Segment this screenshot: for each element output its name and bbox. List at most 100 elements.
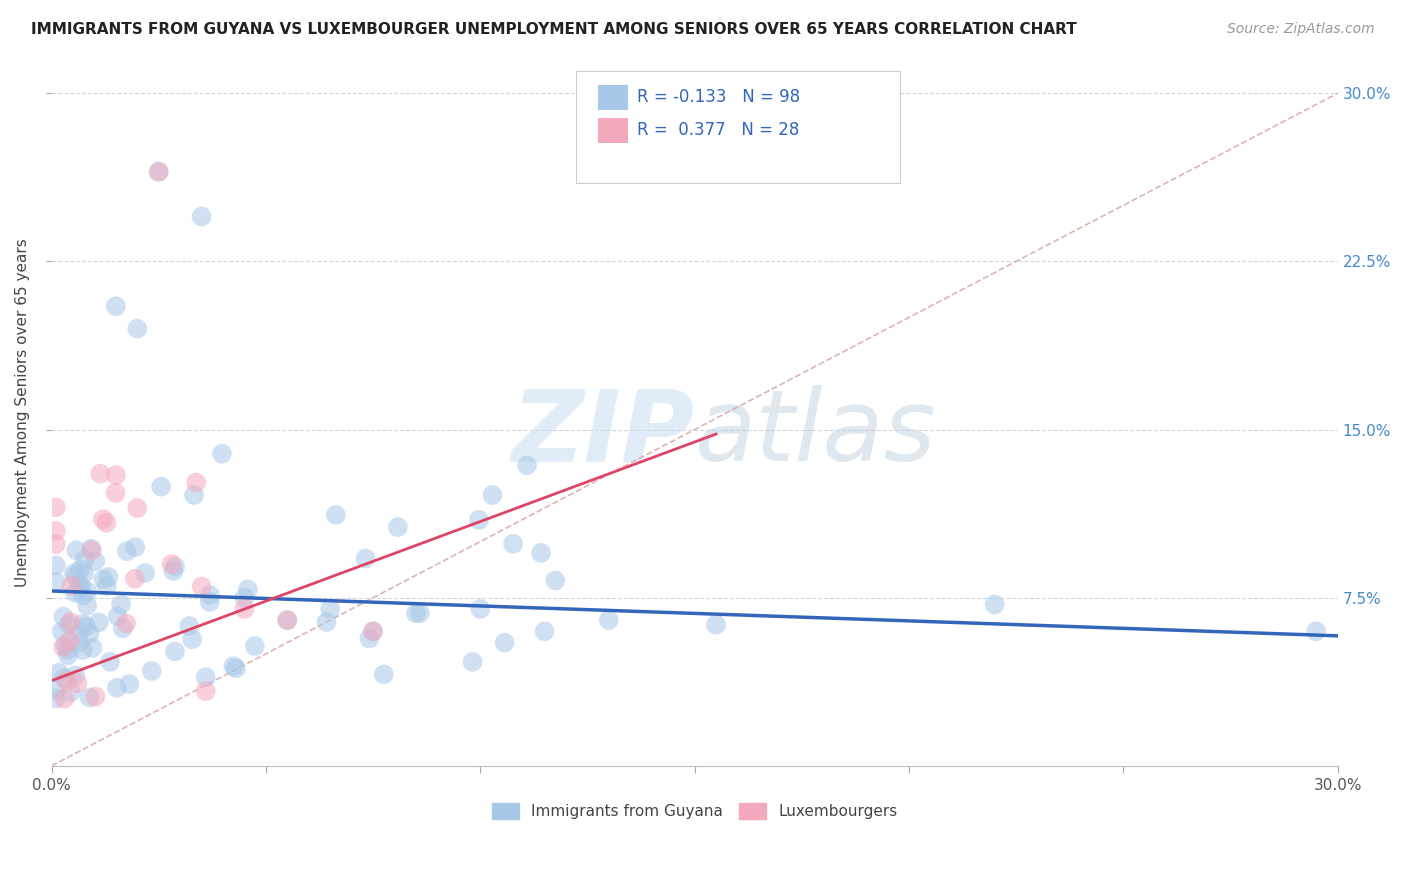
Point xyxy=(361,624,384,639)
Point xyxy=(190,580,212,594)
Point xyxy=(165,559,187,574)
Point xyxy=(45,691,67,706)
Point xyxy=(222,659,245,673)
Point xyxy=(59,633,82,648)
Point xyxy=(198,588,221,602)
Point xyxy=(55,673,77,688)
Point xyxy=(59,685,82,699)
Point xyxy=(105,681,128,695)
Point xyxy=(45,524,67,538)
Point xyxy=(354,551,377,566)
Point xyxy=(1305,624,1327,639)
Point xyxy=(148,164,170,178)
Point xyxy=(48,665,70,680)
Point xyxy=(276,613,298,627)
Point xyxy=(76,599,98,613)
Point xyxy=(148,164,170,178)
Point xyxy=(107,609,129,624)
Point xyxy=(84,554,107,568)
Point xyxy=(461,655,484,669)
Point xyxy=(315,615,337,629)
Point xyxy=(79,690,101,705)
Point xyxy=(468,513,491,527)
Point xyxy=(183,488,205,502)
Point xyxy=(104,486,127,500)
Point xyxy=(63,566,86,581)
Point xyxy=(52,609,75,624)
Point xyxy=(544,574,567,588)
Point xyxy=(52,671,75,685)
Point xyxy=(118,677,141,691)
Point xyxy=(56,643,79,657)
Point xyxy=(65,569,87,583)
Point xyxy=(127,321,149,335)
Point xyxy=(409,606,432,620)
Point xyxy=(84,690,107,704)
Point xyxy=(115,544,138,558)
Point xyxy=(516,458,538,473)
Point xyxy=(82,640,104,655)
Point xyxy=(160,557,183,571)
Point xyxy=(67,635,90,649)
Point xyxy=(79,626,101,640)
Point xyxy=(598,613,620,627)
Point xyxy=(704,617,727,632)
Point xyxy=(56,648,79,663)
Text: R =  0.377   N = 28: R = 0.377 N = 28 xyxy=(637,121,799,139)
Point xyxy=(319,602,342,616)
Point xyxy=(225,661,247,675)
Point xyxy=(359,632,381,646)
Point xyxy=(111,621,134,635)
Point xyxy=(69,577,91,591)
Point xyxy=(67,625,90,640)
Point xyxy=(45,575,67,590)
Point xyxy=(530,546,553,560)
Point xyxy=(96,579,118,593)
Point xyxy=(470,602,492,616)
Point xyxy=(91,512,114,526)
Point xyxy=(533,624,555,639)
Point xyxy=(60,579,83,593)
Text: R = -0.133   N = 98: R = -0.133 N = 98 xyxy=(637,88,800,106)
Point xyxy=(233,591,256,605)
Point xyxy=(45,537,67,551)
Point xyxy=(115,616,138,631)
Point xyxy=(405,607,427,621)
Y-axis label: Unemployment Among Seniors over 65 years: Unemployment Among Seniors over 65 years xyxy=(15,238,30,587)
Point xyxy=(91,572,114,586)
Point xyxy=(163,644,186,658)
Point xyxy=(104,468,127,483)
Point xyxy=(190,210,212,224)
Point xyxy=(72,588,94,602)
Point xyxy=(124,540,146,554)
Point xyxy=(80,541,103,556)
Point xyxy=(236,582,259,597)
Point xyxy=(481,488,503,502)
Point xyxy=(276,613,298,627)
Point xyxy=(97,570,120,584)
Point xyxy=(110,598,132,612)
Point xyxy=(51,624,73,639)
Point xyxy=(65,543,87,558)
Point xyxy=(98,655,121,669)
Point xyxy=(387,520,409,534)
Point xyxy=(243,639,266,653)
Point xyxy=(80,543,103,558)
Point xyxy=(141,664,163,678)
Point xyxy=(127,501,149,516)
Point xyxy=(73,566,96,581)
Point xyxy=(53,638,76,652)
Point xyxy=(65,668,87,682)
Point xyxy=(162,564,184,578)
Text: IMMIGRANTS FROM GUYANA VS LUXEMBOURGER UNEMPLOYMENT AMONG SENIORS OVER 65 YEARS : IMMIGRANTS FROM GUYANA VS LUXEMBOURGER U… xyxy=(31,22,1077,37)
Text: ZIP: ZIP xyxy=(512,385,695,483)
Text: atlas: atlas xyxy=(695,385,936,483)
Point xyxy=(181,632,204,647)
Point xyxy=(63,585,86,599)
Point xyxy=(194,684,217,698)
Point xyxy=(150,480,173,494)
Point xyxy=(186,475,208,490)
Point xyxy=(179,619,201,633)
Point xyxy=(502,537,524,551)
Point xyxy=(211,447,233,461)
